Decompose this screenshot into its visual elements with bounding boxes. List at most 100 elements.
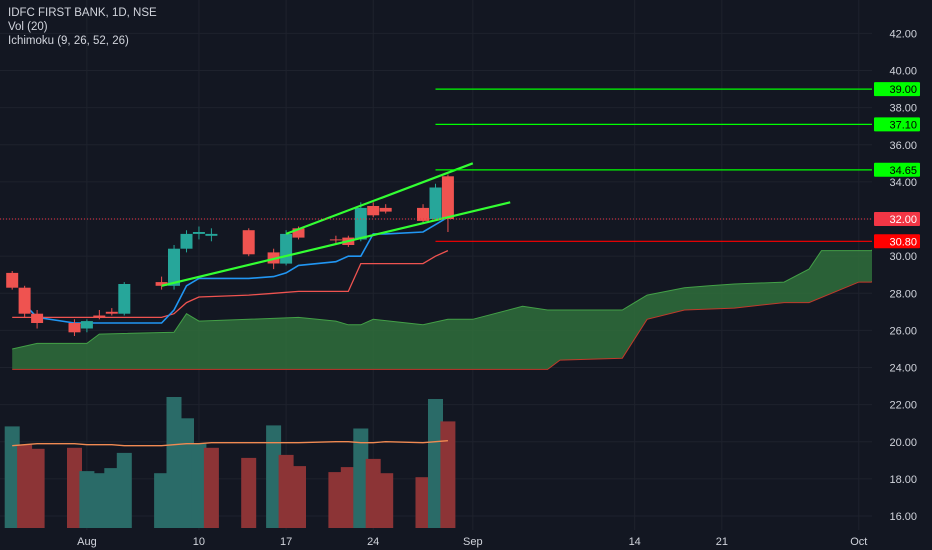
price-badge-background bbox=[874, 234, 920, 249]
volume-bar bbox=[340, 467, 356, 528]
volume-bar bbox=[67, 447, 82, 528]
candle[interactable] bbox=[192, 226, 205, 240]
volume-bar bbox=[266, 425, 282, 528]
price-tick-label: 24.00 bbox=[889, 363, 917, 375]
price-tick-label: 16.00 bbox=[889, 511, 917, 523]
price-tick-label: 26.00 bbox=[889, 325, 917, 337]
level-price-badge[interactable]: 30.80 bbox=[874, 234, 920, 249]
grid-lines bbox=[0, 0, 872, 530]
candle-body bbox=[379, 207, 392, 212]
candle[interactable] bbox=[105, 308, 118, 316]
horizontal-levels[interactable] bbox=[0, 88, 872, 242]
volume-bar bbox=[428, 399, 443, 528]
price-badge-background bbox=[874, 212, 920, 226]
candle[interactable] bbox=[280, 230, 293, 266]
candle[interactable] bbox=[6, 271, 19, 290]
candle-body bbox=[205, 233, 218, 236]
chart-legend: IDFC FIRST BANK, 1D, NSE Vol (20) Ichimo… bbox=[8, 6, 157, 48]
candle[interactable] bbox=[180, 230, 193, 253]
volume-ma-line bbox=[12, 440, 448, 447]
candle-body bbox=[441, 176, 454, 219]
candle[interactable] bbox=[441, 174, 454, 233]
candle[interactable] bbox=[205, 228, 218, 242]
candle-body bbox=[242, 230, 255, 255]
leading-span-a-line bbox=[12, 231, 897, 350]
level-price-badge[interactable]: 39.00 bbox=[874, 82, 920, 97]
trendline[interactable] bbox=[285, 162, 474, 235]
candle-body bbox=[280, 233, 293, 264]
candlesticks[interactable] bbox=[6, 174, 454, 337]
time-axis[interactable]: Aug 10 17 24 Sep 14 21 Oct bbox=[0, 530, 932, 550]
last-price-badge[interactable]: 32.00 bbox=[874, 212, 920, 226]
price-axis[interactable]: 16.00 18.00 20.00 22.00 24.00 26.00 28.00 30.00… bbox=[872, 0, 932, 550]
volume-bar bbox=[91, 473, 107, 528]
candle-body bbox=[354, 207, 367, 240]
trendlines[interactable] bbox=[161, 162, 511, 287]
volume-bar bbox=[278, 454, 294, 528]
time-axis-background bbox=[0, 530, 932, 550]
candle[interactable] bbox=[80, 319, 93, 333]
candle[interactable] bbox=[155, 276, 168, 290]
candle[interactable] bbox=[68, 319, 81, 336]
symbol-title[interactable]: IDFC FIRST BANK, 1D, NSE bbox=[8, 7, 157, 19]
volume-bar bbox=[4, 426, 20, 528]
candle-body bbox=[105, 311, 118, 314]
candle-body bbox=[429, 187, 442, 220]
volume-bar bbox=[365, 458, 381, 528]
volume-bar bbox=[191, 443, 207, 528]
price-tick-label: 36.00 bbox=[889, 140, 917, 152]
volume-bar bbox=[241, 457, 257, 528]
price-tick-label: 42.00 bbox=[889, 28, 917, 40]
volume-bar bbox=[17, 444, 33, 528]
candle-body bbox=[18, 287, 31, 314]
time-tick-label: 24 bbox=[367, 536, 379, 548]
volume-moving-average bbox=[12, 440, 448, 447]
price-badge-label: 34.65 bbox=[889, 165, 917, 177]
volume-bar bbox=[328, 472, 344, 528]
price-tick-label: 28.00 bbox=[889, 288, 917, 300]
volume-bar bbox=[29, 448, 45, 528]
candle-body bbox=[68, 323, 81, 333]
candle[interactable] bbox=[31, 310, 44, 329]
volume-bar bbox=[104, 468, 120, 528]
volume-bar bbox=[291, 466, 306, 528]
volume-bar bbox=[179, 418, 194, 528]
ichimoku-indicator-label[interactable]: Ichimoku (9, 26, 52, 26) bbox=[8, 35, 129, 47]
volume-indicator-label[interactable]: Vol (20) bbox=[8, 21, 48, 33]
price-tick-label: 34.00 bbox=[889, 177, 917, 189]
time-tick-label: 10 bbox=[193, 536, 205, 548]
price-tick-label: 22.00 bbox=[889, 400, 917, 412]
candle[interactable] bbox=[379, 204, 392, 214]
candle[interactable] bbox=[417, 204, 429, 223]
price-tick-label: 40.00 bbox=[889, 66, 917, 78]
trendline[interactable] bbox=[161, 201, 511, 287]
ichimoku-cloud-fill bbox=[12, 233, 895, 370]
price-badge-background bbox=[874, 162, 920, 177]
candle[interactable] bbox=[367, 202, 380, 218]
price-tick-label: 30.00 bbox=[889, 251, 917, 263]
ichimoku-cloud bbox=[12, 231, 897, 370]
candle-body bbox=[329, 239, 342, 241]
candle[interactable] bbox=[93, 310, 106, 320]
lagging-span-line bbox=[12, 250, 449, 319]
price-badge-background bbox=[874, 117, 920, 132]
candle[interactable] bbox=[242, 228, 255, 257]
volume-bar bbox=[166, 397, 182, 528]
candle-body bbox=[6, 272, 19, 288]
price-badge-label: 39.00 bbox=[889, 84, 917, 96]
volume-bar bbox=[415, 477, 431, 528]
candle[interactable] bbox=[354, 202, 367, 242]
level-price-badge[interactable]: 34.65 bbox=[874, 162, 920, 177]
price-tick-label: 18.00 bbox=[889, 474, 917, 486]
volume-bar bbox=[79, 471, 95, 528]
candle-body bbox=[292, 228, 305, 238]
level-price-badge[interactable]: 37.10 bbox=[874, 117, 920, 132]
candle[interactable] bbox=[118, 282, 131, 316]
volume-bar bbox=[203, 447, 219, 528]
candle-body bbox=[180, 233, 193, 249]
candle[interactable] bbox=[429, 183, 442, 221]
candle[interactable] bbox=[18, 285, 31, 318]
